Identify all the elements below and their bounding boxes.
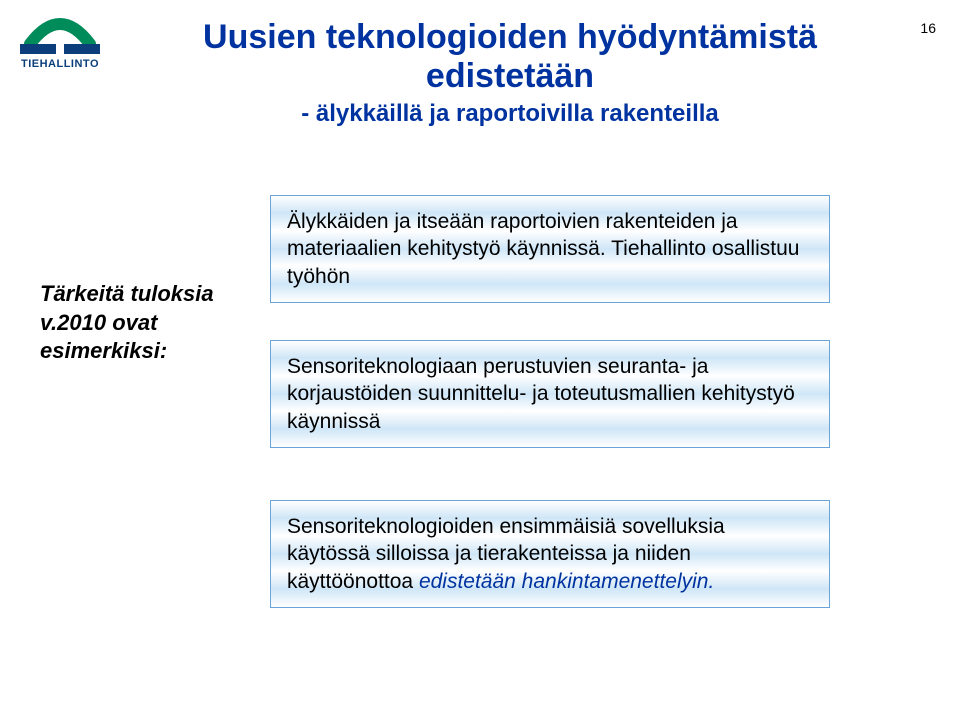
logo-mark xyxy=(10,10,110,56)
content-box-2: Sensoriteknologiaan perustuvien seuranta… xyxy=(270,340,830,448)
slide-title: Uusien teknologioiden hyödyntämistä edis… xyxy=(140,18,880,128)
logo-text: TIEHALLINTO xyxy=(10,58,110,70)
content-box-3: Sensoriteknologioiden ensimmäisiä sovell… xyxy=(270,500,830,608)
title-subtitle: - älykkäillä ja raportoivilla rakenteill… xyxy=(140,100,880,128)
content-box-1: Älykkäiden ja itseään raportoivien raken… xyxy=(270,195,830,303)
logo: TIEHALLINTO xyxy=(10,10,110,70)
page-number: 16 xyxy=(920,20,936,36)
box3-text-emphasis: edistetään hankintamenettelyin. xyxy=(419,570,714,593)
sidebar-label: Tärkeitä tuloksia v.2010 ovat esimerkiks… xyxy=(40,280,220,366)
title-main: Uusien teknologioiden hyödyntämistä edis… xyxy=(140,18,880,96)
